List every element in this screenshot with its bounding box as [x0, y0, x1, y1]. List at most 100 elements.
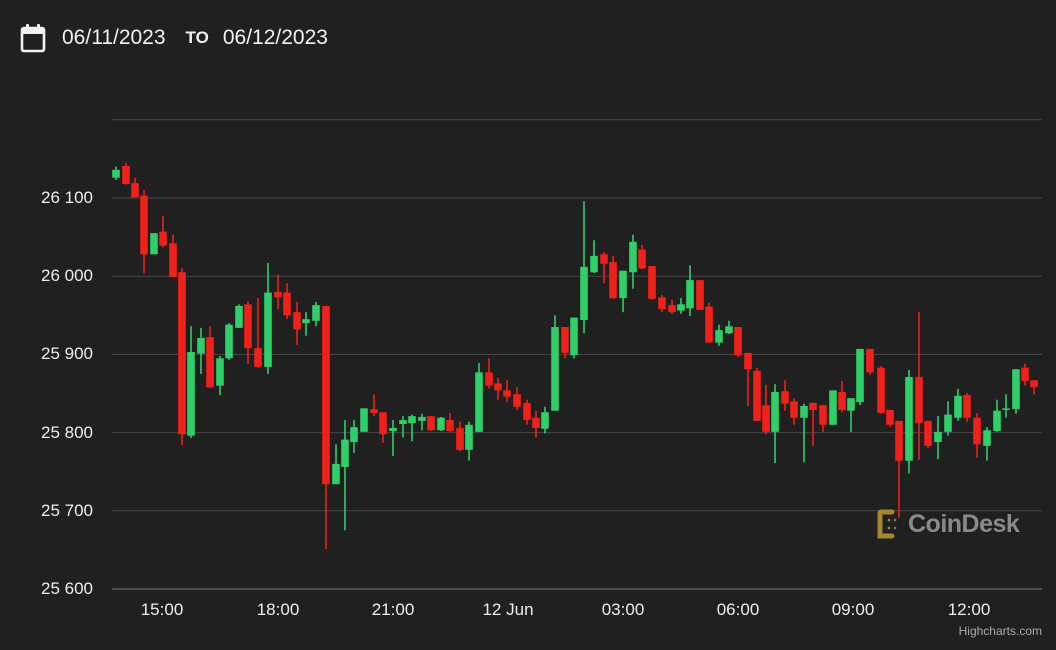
candle-down[interactable]	[456, 421, 464, 452]
candle-down[interactable]	[696, 280, 704, 310]
candle-up[interactable]	[150, 233, 158, 255]
candle-down[interactable]	[274, 274, 282, 310]
candle-up[interactable]	[264, 262, 272, 374]
candle-down[interactable]	[503, 380, 511, 403]
candle-down[interactable]	[753, 367, 761, 421]
candle-up[interactable]	[197, 327, 205, 374]
candle-up[interactable]	[350, 420, 358, 453]
candle-up[interactable]	[332, 444, 340, 485]
candle-up[interactable]	[619, 270, 627, 313]
candle-down[interactable]	[877, 366, 885, 414]
from-date[interactable]: 06/11/2023	[62, 26, 166, 49]
candle-up[interactable]	[829, 390, 837, 425]
candle-down[interactable]	[159, 215, 167, 248]
candle-up[interactable]	[725, 320, 733, 335]
candle-up[interactable]	[905, 370, 913, 474]
candle-up[interactable]	[465, 421, 473, 461]
candle-down[interactable]	[254, 298, 262, 368]
candle-up[interactable]	[983, 427, 991, 461]
candle-down[interactable]	[131, 177, 139, 198]
candle-down[interactable]	[600, 251, 608, 284]
candle-up[interactable]	[341, 420, 349, 531]
candle-up[interactable]	[312, 302, 320, 327]
candle-down[interactable]	[140, 190, 148, 274]
candle-down[interactable]	[283, 283, 291, 320]
candle-down[interactable]	[322, 305, 330, 550]
candle-up[interactable]	[1002, 394, 1010, 418]
candle-up[interactable]	[225, 323, 233, 360]
candle-up[interactable]	[389, 420, 397, 457]
candle-down[interactable]	[638, 244, 646, 270]
candle-down[interactable]	[744, 352, 752, 407]
candle-down[interactable]	[668, 299, 676, 314]
candle-up[interactable]	[629, 234, 637, 289]
candle-down[interactable]	[1021, 363, 1029, 386]
candle-up[interactable]	[580, 201, 588, 334]
candle-down[interactable]	[963, 392, 971, 422]
candle-down[interactable]	[734, 327, 742, 357]
candle-up[interactable]	[302, 312, 310, 336]
candle-down[interactable]	[819, 405, 827, 432]
candle-down[interactable]	[609, 255, 617, 299]
candle-up[interactable]	[235, 304, 243, 328]
candle-up[interactable]	[677, 298, 685, 314]
candle-down[interactable]	[485, 358, 493, 389]
candle-up[interactable]	[944, 401, 952, 436]
candle-up[interactable]	[551, 315, 559, 411]
candle-up[interactable]	[360, 408, 368, 432]
candle-up[interactable]	[771, 384, 779, 464]
candle-down[interactable]	[427, 416, 435, 432]
candle-up[interactable]	[856, 348, 864, 406]
candle-down[interactable]	[924, 420, 932, 449]
candle-down[interactable]	[838, 380, 846, 413]
candle-down[interactable]	[915, 312, 923, 460]
candle-up[interactable]	[934, 416, 942, 460]
candle-up[interactable]	[686, 265, 694, 317]
candle-down[interactable]	[561, 327, 569, 359]
candle-down[interactable]	[790, 398, 798, 425]
candle-down[interactable]	[866, 348, 874, 375]
candle-down[interactable]	[169, 234, 177, 277]
candle-down[interactable]	[1030, 380, 1038, 395]
calendar-icon[interactable]	[20, 23, 46, 53]
candle-down[interactable]	[370, 394, 378, 417]
candle-down[interactable]	[293, 302, 301, 346]
candle-down[interactable]	[513, 387, 521, 410]
candle-up[interactable]	[1012, 369, 1020, 414]
candle-down[interactable]	[244, 302, 252, 364]
candle-down[interactable]	[973, 413, 981, 458]
candle-down[interactable]	[532, 410, 540, 438]
candle-up[interactable]	[541, 406, 549, 434]
candle-down[interactable]	[648, 266, 656, 300]
candle-up[interactable]	[715, 324, 723, 346]
candle-down[interactable]	[809, 402, 817, 446]
candle-down[interactable]	[178, 268, 186, 446]
candle-down[interactable]	[658, 294, 666, 313]
candle-down[interactable]	[446, 413, 454, 432]
to-date[interactable]: 06/12/2023	[222, 26, 328, 49]
candle-down[interactable]	[379, 412, 387, 443]
candle-down[interactable]	[705, 302, 713, 343]
candle-up[interactable]	[993, 399, 1001, 432]
candle-up[interactable]	[570, 317, 578, 359]
candle-up[interactable]	[418, 413, 426, 431]
candle-up[interactable]	[475, 363, 483, 432]
candle-up[interactable]	[112, 166, 120, 181]
candle-down[interactable]	[494, 377, 502, 400]
candle-down[interactable]	[122, 162, 130, 185]
candle-up[interactable]	[399, 416, 407, 438]
candle-down[interactable]	[523, 399, 531, 425]
candle-up[interactable]	[216, 355, 224, 396]
candle-down[interactable]	[206, 326, 214, 389]
candle-down[interactable]	[895, 420, 903, 518]
candle-down[interactable]	[781, 380, 789, 411]
candle-down[interactable]	[762, 384, 770, 435]
candle-up[interactable]	[800, 403, 808, 463]
highcharts-credits-link[interactable]: Highcharts.com	[958, 624, 1042, 638]
candle-down[interactable]	[886, 409, 894, 428]
candle-up[interactable]	[408, 414, 416, 442]
candle-up[interactable]	[847, 398, 855, 432]
candle-up[interactable]	[187, 326, 195, 439]
candle-up[interactable]	[590, 240, 598, 274]
candle-up[interactable]	[954, 388, 962, 421]
